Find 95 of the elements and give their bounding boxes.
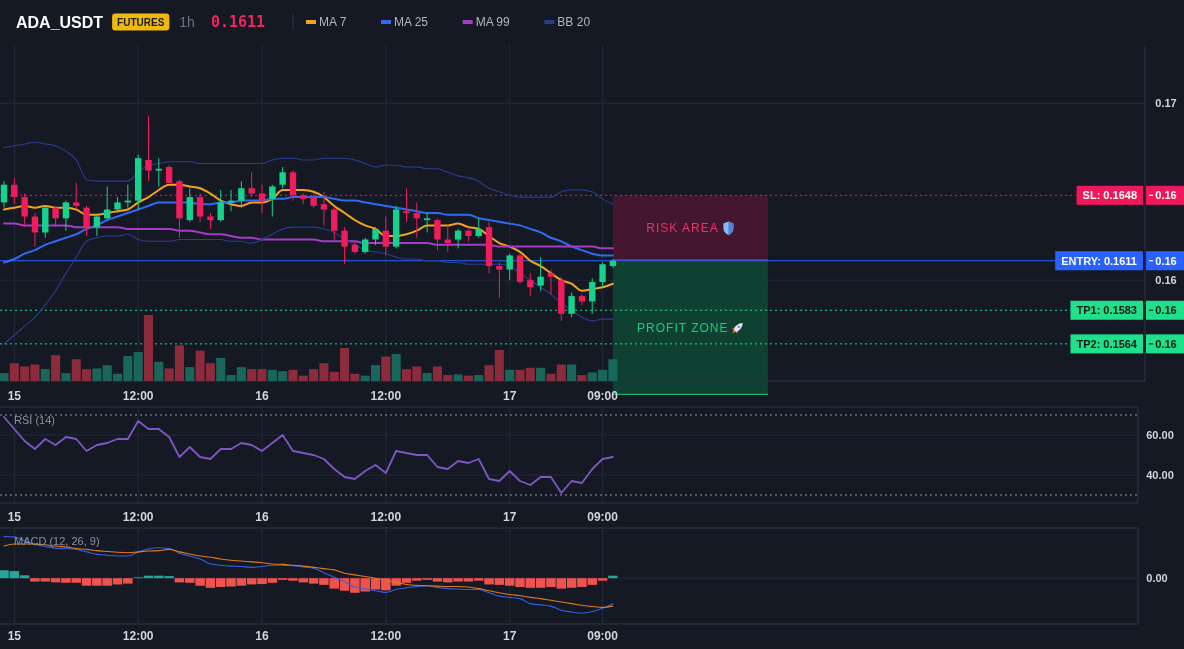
candlestick <box>547 269 555 295</box>
bar <box>40 369 50 381</box>
bar <box>154 361 164 381</box>
line-series <box>3 141 614 205</box>
text: 0.00 <box>1146 572 1168 585</box>
y-tick-label: 0.16 <box>1155 189 1177 202</box>
x-tick-label: 17 <box>503 510 517 524</box>
bar <box>391 353 401 381</box>
candlestick <box>454 228 462 249</box>
y-tick-label: 60.00 <box>1146 429 1174 441</box>
bar <box>422 373 432 381</box>
chart-title: ADA_USDT <box>16 13 104 31</box>
candlestick <box>527 272 534 297</box>
legend-label: MA 99 <box>475 15 511 29</box>
candlestick <box>496 262 503 299</box>
candlestick <box>599 262 606 288</box>
x-tick-label: 12:00 <box>122 389 154 403</box>
ref-line-label: SL: 0.1648 <box>1082 189 1137 202</box>
x-tick-label: 12:00 <box>370 510 402 524</box>
bar <box>453 374 463 381</box>
bar <box>463 375 473 381</box>
candlestick <box>104 185 111 221</box>
bar <box>133 351 143 381</box>
bar <box>185 367 195 381</box>
x-tick-label: 16 <box>255 629 269 643</box>
candlestick <box>62 200 70 232</box>
candlestick <box>52 205 59 228</box>
x-tick-label: 09:00 <box>587 510 619 524</box>
x-tick-label: 12:00 <box>122 510 154 524</box>
bar <box>474 375 484 381</box>
candlestick <box>589 277 596 315</box>
x-tick-label: 12:00 <box>370 629 402 643</box>
candlestick <box>145 115 152 182</box>
ref-line-label: ENTRY: 0.1611 <box>1061 254 1138 267</box>
x-tick-label: 15 <box>7 389 22 403</box>
bar <box>536 367 546 381</box>
candlestick <box>238 180 245 209</box>
x-tick-label: 12:00 <box>370 389 402 403</box>
price-tag: TP2: 0.1564 <box>1070 334 1143 354</box>
candlestick <box>186 187 193 223</box>
ref-line-label: TP2: 0.1564 <box>1076 337 1138 350</box>
text: 0.1611 <box>210 13 266 31</box>
candlestick <box>434 217 441 251</box>
x-tick-label: 09:00 <box>587 389 619 403</box>
candlestick <box>279 166 286 189</box>
x-tick-label: 09:00 <box>587 629 619 643</box>
text: RISK AREA <box>646 221 719 236</box>
candlestick <box>155 157 162 187</box>
y-tick-label: 0.16 <box>1155 274 1177 287</box>
candlestick <box>423 212 431 233</box>
bar <box>567 364 577 381</box>
candlestick <box>269 184 276 218</box>
candlestick <box>351 240 359 255</box>
text: 1h <box>179 14 195 30</box>
ref-line-label: TP1: 0.1583 <box>1076 304 1137 317</box>
candlestick <box>382 216 390 256</box>
candlestick <box>341 226 348 265</box>
x-tick-label: 16 <box>255 510 269 524</box>
y-tick-label: 0.16 <box>1155 337 1177 350</box>
legend-label: MA 7 <box>319 15 347 29</box>
y-tick-label: 0.16 <box>1155 254 1177 267</box>
bar <box>51 355 61 381</box>
candlestick <box>331 207 338 241</box>
candlestick <box>506 253 513 281</box>
bar <box>61 373 71 381</box>
bar <box>577 375 587 381</box>
candlestick <box>83 205 90 237</box>
bar <box>381 356 391 381</box>
x-tick-label: 15 <box>7 629 22 643</box>
bar <box>0 373 9 381</box>
candlestick <box>217 189 224 223</box>
legend-label: MA 25 <box>394 15 429 29</box>
x-tick-label: 17 <box>503 629 517 643</box>
text: PROFIT ZONE <box>637 320 729 335</box>
y-tick-label: 0.16 <box>1155 304 1177 317</box>
candlestick <box>537 256 544 292</box>
bar <box>505 369 515 381</box>
text: RSI (14) <box>14 414 55 426</box>
bar <box>92 368 102 381</box>
candlestick <box>0 180 8 209</box>
y-tick-label: 40.00 <box>1146 469 1174 481</box>
price-tag: ENTRY: 0.1611 <box>1055 251 1143 271</box>
candlestick <box>568 292 575 318</box>
text: FUTURES <box>117 16 165 28</box>
x-tick-label: 12:00 <box>122 629 154 643</box>
x-tick-label: 17 <box>503 389 517 403</box>
candlestick <box>475 217 482 239</box>
y-tick-label: 0.17 <box>1155 97 1177 110</box>
price-tag: SL: 0.1648 <box>1076 185 1143 205</box>
price-tag: TP1: 0.1583 <box>1070 300 1143 320</box>
legend-label: BB 20 <box>557 15 591 29</box>
x-tick-label: 15 <box>7 510 22 524</box>
bar <box>143 315 154 381</box>
x-tick-label: 16 <box>255 389 269 403</box>
line-series <box>3 416 614 494</box>
